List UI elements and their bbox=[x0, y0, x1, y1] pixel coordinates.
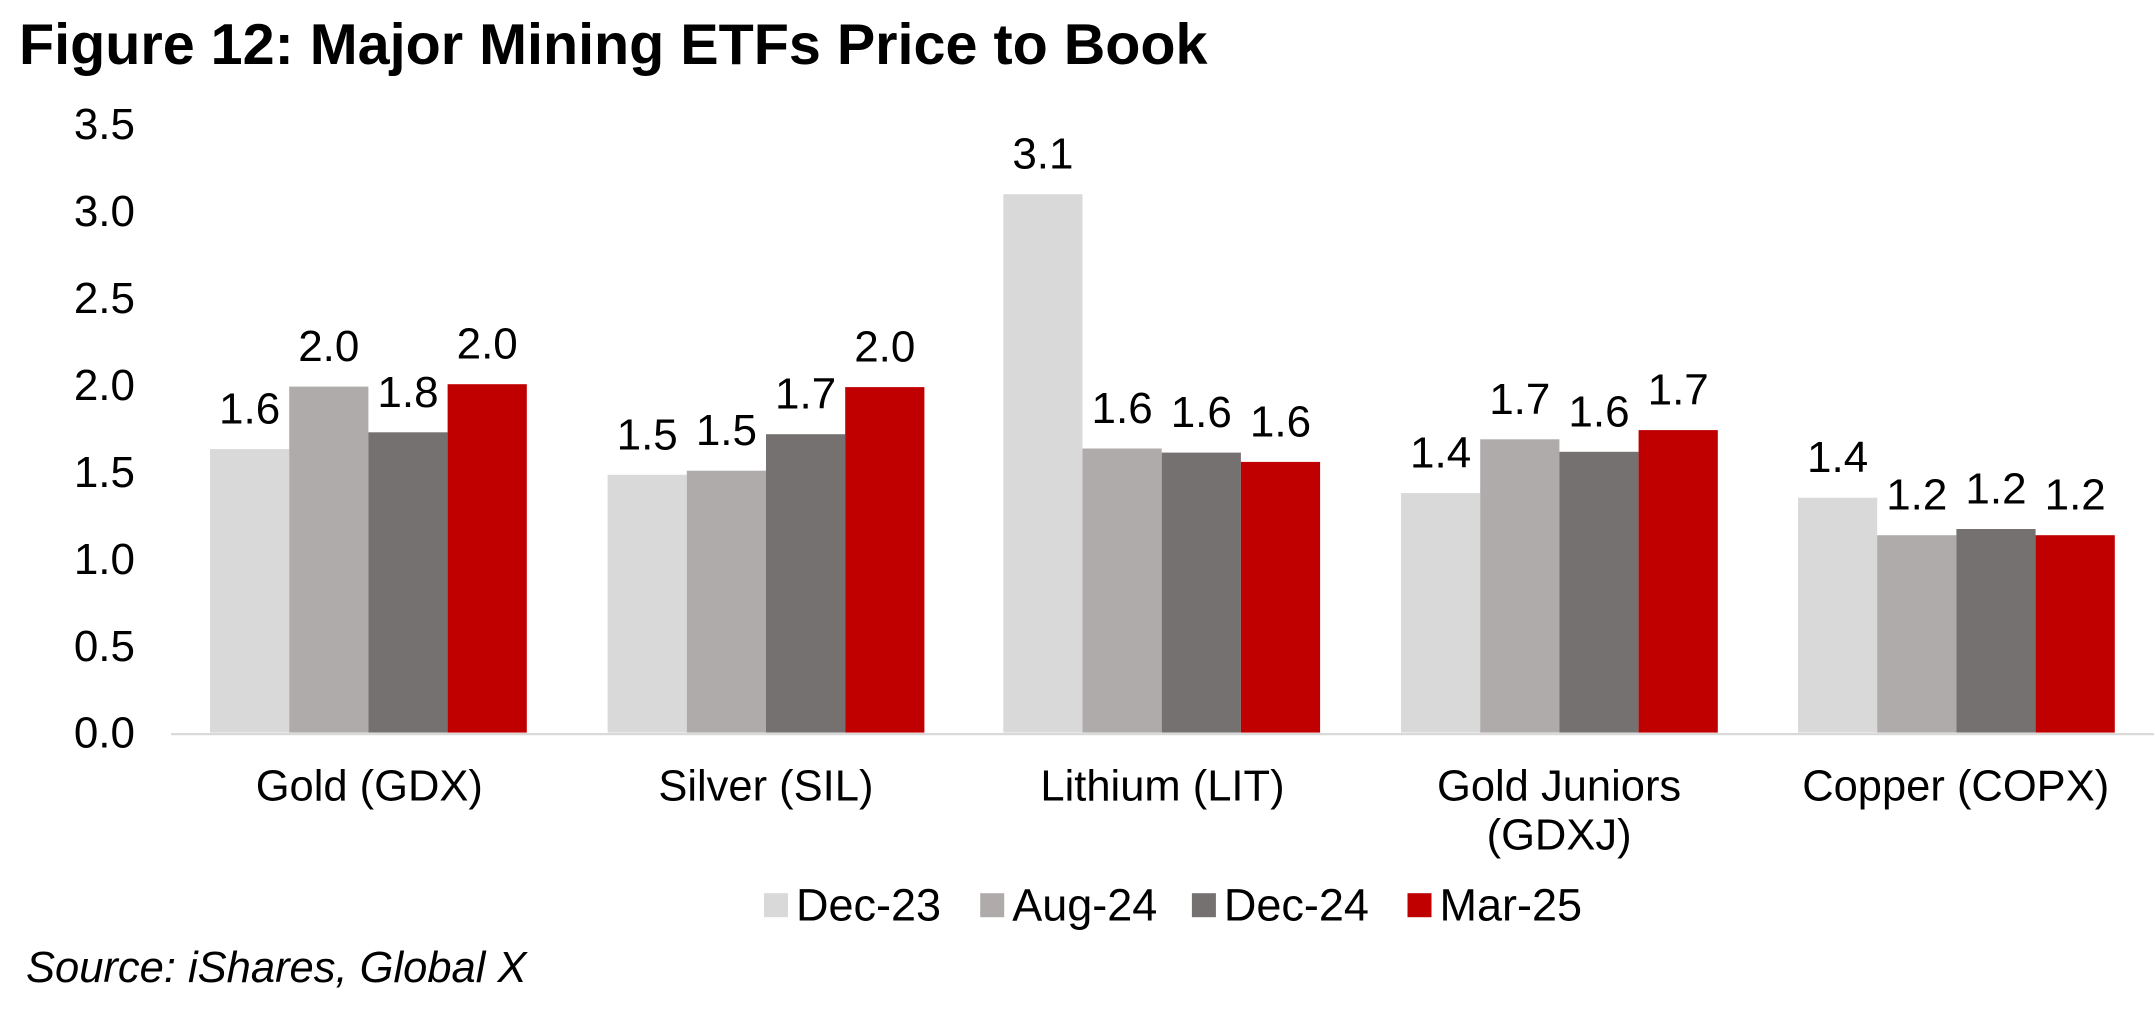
svg-text:1.5: 1.5 bbox=[74, 448, 135, 497]
svg-text:Gold (GDX): Gold (GDX) bbox=[256, 763, 483, 811]
svg-text:Copper (COPX): Copper (COPX) bbox=[1802, 763, 2109, 811]
svg-text:Silver (SIL): Silver (SIL) bbox=[658, 763, 873, 811]
svg-text:Dec-24: Dec-24 bbox=[1224, 880, 1369, 931]
svg-text:1.6: 1.6 bbox=[1171, 388, 1232, 437]
svg-text:Mar-25: Mar-25 bbox=[1440, 880, 1583, 931]
svg-text:2.5: 2.5 bbox=[74, 274, 135, 323]
svg-text:1.7: 1.7 bbox=[775, 370, 836, 419]
svg-text:Aug-24: Aug-24 bbox=[1012, 880, 1157, 931]
svg-text:1.6: 1.6 bbox=[1092, 384, 1153, 433]
svg-text:3.0: 3.0 bbox=[74, 187, 135, 236]
svg-text:Source: iShares, Global X: Source: iShares, Global X bbox=[26, 944, 528, 992]
svg-text:2.0: 2.0 bbox=[854, 323, 915, 372]
svg-text:1.0: 1.0 bbox=[74, 535, 135, 584]
svg-text:0.0: 0.0 bbox=[74, 709, 135, 758]
svg-text:Gold Juniors: Gold Juniors bbox=[1437, 763, 1681, 811]
svg-text:1.4: 1.4 bbox=[1410, 429, 1471, 478]
svg-text:(GDXJ): (GDXJ) bbox=[1487, 812, 1632, 860]
svg-text:1.5: 1.5 bbox=[696, 406, 757, 455]
svg-text:2.0: 2.0 bbox=[298, 322, 359, 371]
svg-text:1.2: 1.2 bbox=[1886, 471, 1947, 520]
svg-text:1.7: 1.7 bbox=[1489, 375, 1550, 424]
svg-text:1.4: 1.4 bbox=[1807, 433, 1868, 482]
svg-text:3.1: 3.1 bbox=[1012, 130, 1073, 179]
svg-text:Lithium (LIT): Lithium (LIT) bbox=[1040, 763, 1284, 811]
svg-text:2.0: 2.0 bbox=[74, 361, 135, 410]
svg-text:1.7: 1.7 bbox=[1648, 366, 1709, 415]
svg-text:1.8: 1.8 bbox=[377, 368, 438, 417]
svg-text:1.2: 1.2 bbox=[2045, 471, 2106, 520]
svg-text:0.5: 0.5 bbox=[74, 622, 135, 671]
svg-text:Dec-23: Dec-23 bbox=[796, 880, 941, 931]
svg-text:2.0: 2.0 bbox=[457, 320, 518, 369]
svg-text:1.5: 1.5 bbox=[617, 410, 678, 459]
svg-text:3.5: 3.5 bbox=[74, 100, 135, 149]
svg-text:Figure 12: Major Mining ETFs P: Figure 12: Major Mining ETFs Price to Bo… bbox=[19, 13, 1208, 77]
svg-text:1.6: 1.6 bbox=[1250, 397, 1311, 446]
svg-text:1.6: 1.6 bbox=[219, 385, 280, 434]
svg-text:1.6: 1.6 bbox=[1568, 387, 1629, 436]
svg-text:1.2: 1.2 bbox=[1965, 465, 2026, 514]
